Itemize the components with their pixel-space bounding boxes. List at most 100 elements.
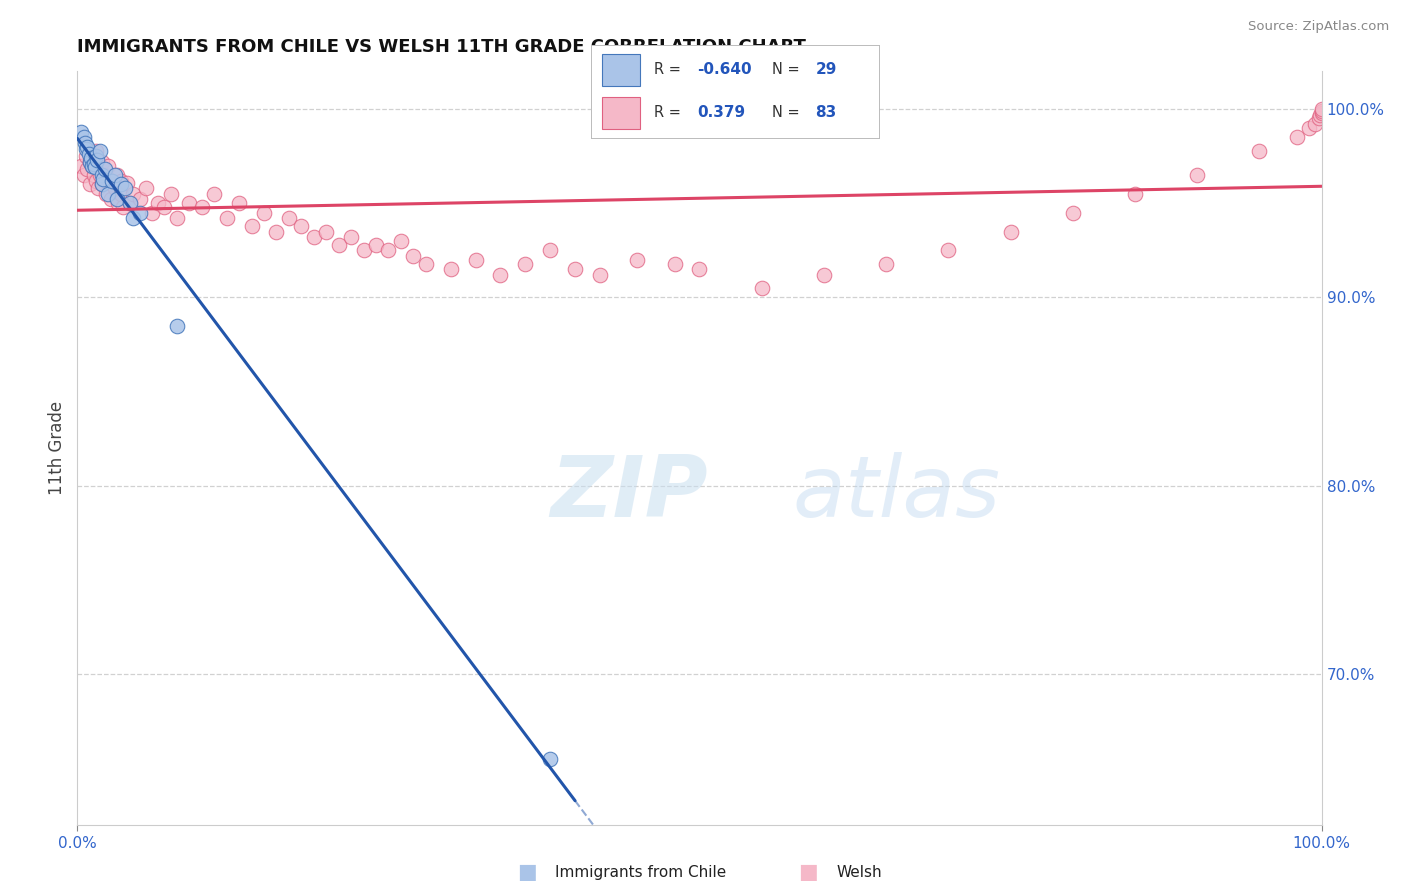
Point	[153, 200, 176, 214]
Point	[159, 186, 181, 201]
Point	[228, 196, 250, 211]
Point	[72, 168, 94, 182]
Point	[101, 174, 124, 188]
Point	[70, 125, 93, 139]
Y-axis label: 11th Grade: 11th Grade	[48, 401, 66, 495]
Point	[83, 161, 105, 175]
Point	[110, 178, 132, 192]
Point	[1285, 130, 1308, 145]
Point	[114, 181, 136, 195]
Point	[112, 200, 135, 214]
FancyBboxPatch shape	[602, 54, 640, 86]
Text: ZIP: ZIP	[550, 452, 707, 535]
Text: R =: R =	[654, 62, 686, 78]
Point	[72, 130, 94, 145]
Point	[84, 149, 107, 163]
Point	[83, 168, 105, 182]
Point	[1123, 186, 1146, 201]
Point	[110, 186, 132, 201]
Point	[689, 262, 711, 277]
Point	[538, 244, 561, 258]
Point	[76, 139, 98, 153]
Point	[91, 178, 114, 192]
FancyBboxPatch shape	[602, 97, 640, 129]
Text: 83: 83	[815, 105, 837, 120]
Point	[104, 168, 127, 182]
Point	[589, 268, 612, 282]
Point	[93, 162, 115, 177]
Text: N =: N =	[772, 62, 804, 78]
Text: ■: ■	[517, 863, 537, 882]
Point	[266, 225, 288, 239]
Point	[464, 252, 486, 267]
Point	[128, 205, 150, 219]
Point	[97, 186, 120, 201]
Point	[290, 219, 312, 233]
Point	[415, 256, 437, 270]
Point	[1305, 117, 1327, 131]
Text: 0.379: 0.379	[697, 105, 745, 120]
Point	[70, 159, 93, 173]
Point	[389, 234, 412, 248]
Point	[166, 211, 188, 226]
Point	[1310, 105, 1333, 120]
Point	[240, 219, 263, 233]
Point	[202, 186, 225, 201]
Point	[302, 230, 325, 244]
Point	[128, 193, 150, 207]
Point	[105, 193, 128, 207]
Point	[84, 144, 107, 158]
Point	[118, 196, 141, 211]
Point	[191, 200, 214, 214]
Point	[93, 171, 115, 186]
Point	[515, 256, 537, 270]
Point	[875, 256, 897, 270]
Point	[664, 256, 686, 270]
Text: Immigrants from Chile: Immigrants from Chile	[555, 865, 727, 880]
Point	[101, 178, 124, 192]
Point	[1310, 103, 1333, 118]
Point	[538, 752, 561, 766]
Point	[813, 268, 835, 282]
Point	[89, 168, 111, 182]
Point	[79, 178, 101, 192]
Point	[1298, 120, 1320, 135]
Point	[77, 147, 100, 161]
Point	[104, 181, 127, 195]
Point	[91, 154, 114, 169]
Point	[253, 205, 276, 219]
Point	[179, 196, 201, 211]
Point	[564, 262, 586, 277]
Point	[1249, 144, 1271, 158]
Point	[115, 176, 138, 190]
Text: 29: 29	[815, 62, 837, 78]
Point	[938, 244, 960, 258]
Point	[76, 162, 98, 177]
Point	[73, 136, 96, 150]
Point	[97, 171, 120, 186]
Point	[91, 168, 114, 182]
Point	[83, 157, 105, 171]
Point	[105, 168, 128, 182]
Point	[353, 244, 375, 258]
Text: R =: R =	[654, 105, 686, 120]
Point	[94, 186, 117, 201]
Point	[135, 181, 157, 195]
Point	[489, 268, 512, 282]
Point	[148, 196, 170, 211]
Point	[440, 262, 463, 277]
Point	[1309, 108, 1331, 122]
Point	[107, 196, 129, 211]
Point	[75, 149, 97, 163]
Point	[118, 196, 141, 211]
Point	[1187, 168, 1209, 182]
Text: Source: ZipAtlas.com: Source: ZipAtlas.com	[1249, 20, 1389, 33]
Point	[402, 249, 425, 263]
Text: atlas: atlas	[793, 452, 1001, 535]
Text: ■: ■	[799, 863, 818, 882]
Point	[215, 211, 238, 226]
Point	[97, 159, 120, 173]
Point	[1000, 225, 1022, 239]
Point	[110, 174, 132, 188]
Point	[751, 281, 773, 295]
